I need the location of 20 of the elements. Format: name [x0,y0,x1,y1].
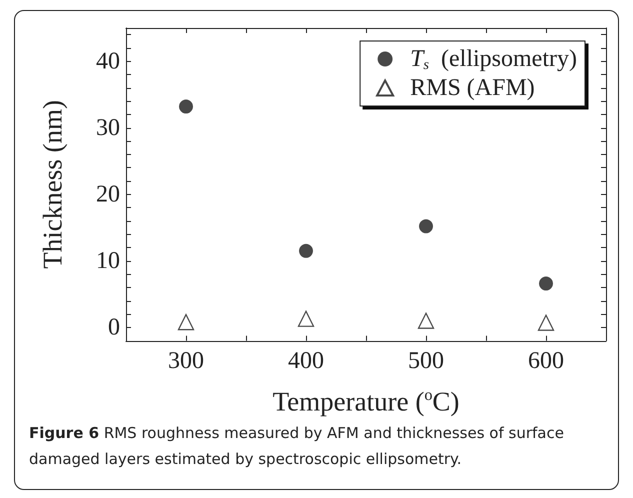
y-tick-label: 40 [96,48,120,74]
y-tick-label: 10 [96,248,120,274]
y-tick-label: 30 [96,114,120,141]
point [178,314,194,330]
x-tick-label: 600 [528,348,564,374]
caption: Figure 6 RMS roughness measured by AFM and thicknesses of surface damaged layers estimated by spectroscopic ellipsometry. [29,423,565,470]
y-tick-label: 0 [108,314,120,340]
x-tick-label: 300 [168,348,204,374]
point [419,219,433,234]
point [418,312,434,329]
x-tick-label: 400 [288,348,324,374]
legend-label: RMS (AFM) [410,75,535,101]
y-axis-title: Thickness (nm) [38,100,68,269]
point [299,244,313,258]
point [298,310,314,327]
point [539,276,553,291]
y-tick-label: 20 [96,181,120,208]
point [538,314,554,331]
point [179,100,193,114]
x-tick-label: 500 [408,348,444,374]
